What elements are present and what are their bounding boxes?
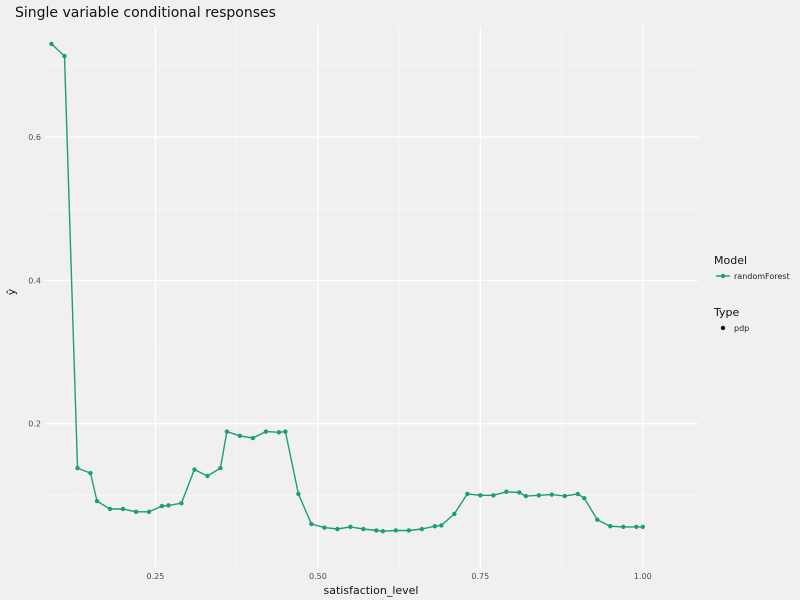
data-point: [575, 491, 580, 497]
data-point: [432, 523, 438, 529]
data-point: [517, 490, 522, 495]
data-point: [133, 509, 139, 515]
data-point: [166, 503, 171, 508]
data-point: [380, 528, 386, 534]
data-point: [562, 493, 568, 499]
data-point: [621, 524, 626, 530]
data-point: [224, 429, 230, 434]
data-point: [322, 525, 327, 530]
data-point: [419, 526, 425, 532]
data-point: [179, 501, 184, 506]
data-point: [120, 506, 126, 512]
data-point: [348, 524, 353, 530]
legend-key-point: [720, 273, 726, 279]
data-point: [393, 528, 399, 533]
grid: [45, 26, 698, 567]
data-point: [439, 523, 444, 528]
data-point: [536, 493, 542, 498]
x-tick-label: 0.75: [471, 572, 489, 581]
x-tick-label: 0.25: [147, 572, 165, 581]
x-axis-label: satisfaction_level: [324, 584, 419, 597]
data-point: [250, 435, 256, 441]
data-point: [595, 517, 600, 522]
y-tick-labels: 0.2 0.4 0.6: [28, 133, 41, 429]
data-point: [159, 503, 165, 509]
data-point: [276, 430, 282, 435]
data-point: [523, 493, 529, 499]
data-point: [88, 470, 93, 476]
x-tick-labels: 0.25 0.50 0.75 1.00: [147, 572, 652, 581]
y-tick-label: 0.4: [28, 276, 41, 285]
data-point: [146, 509, 152, 515]
data-point: [549, 492, 555, 497]
legend-label-randomforest: randomForest: [734, 272, 790, 281]
data-point: [296, 491, 301, 497]
data-point: [309, 521, 314, 527]
data-point: [94, 498, 100, 504]
y-axis-label: ŷ: [5, 288, 18, 295]
series-layer: [49, 41, 645, 534]
x-tick-label: 1.00: [634, 572, 652, 581]
data-point: [478, 493, 483, 498]
data-point: [452, 511, 457, 517]
data-point: [608, 523, 613, 529]
data-point: [582, 496, 587, 501]
chart-title: Single variable conditional responses: [15, 5, 276, 21]
data-point: [205, 473, 210, 479]
data-point: [504, 489, 509, 494]
data-point: [218, 465, 223, 471]
data-point: [361, 526, 366, 532]
data-point: [75, 465, 80, 471]
legend-title-model: Model: [714, 254, 747, 267]
y-tick-label: 0.2: [28, 420, 41, 429]
y-tick-label: 0.6: [28, 133, 41, 142]
data-point: [107, 506, 113, 512]
legend: Model randomForest Type pdp: [713, 254, 790, 333]
legend-title-type: Type: [713, 306, 739, 319]
x-tick-label: 0.50: [309, 572, 327, 581]
data-point: [237, 433, 243, 439]
data-point: [406, 528, 412, 533]
data-point: [62, 53, 67, 59]
data-point: [465, 491, 470, 497]
data-point: [192, 467, 197, 472]
legend-key-pdp-point: [720, 325, 726, 331]
data-point: [49, 41, 54, 47]
data-point: [374, 528, 379, 533]
legend-label-pdp: pdp: [734, 324, 749, 333]
data-point: [640, 524, 645, 530]
data-point: [335, 526, 340, 532]
data-point: [634, 524, 639, 530]
data-point: [263, 429, 269, 434]
data-point: [491, 493, 496, 498]
data-point: [283, 429, 288, 434]
